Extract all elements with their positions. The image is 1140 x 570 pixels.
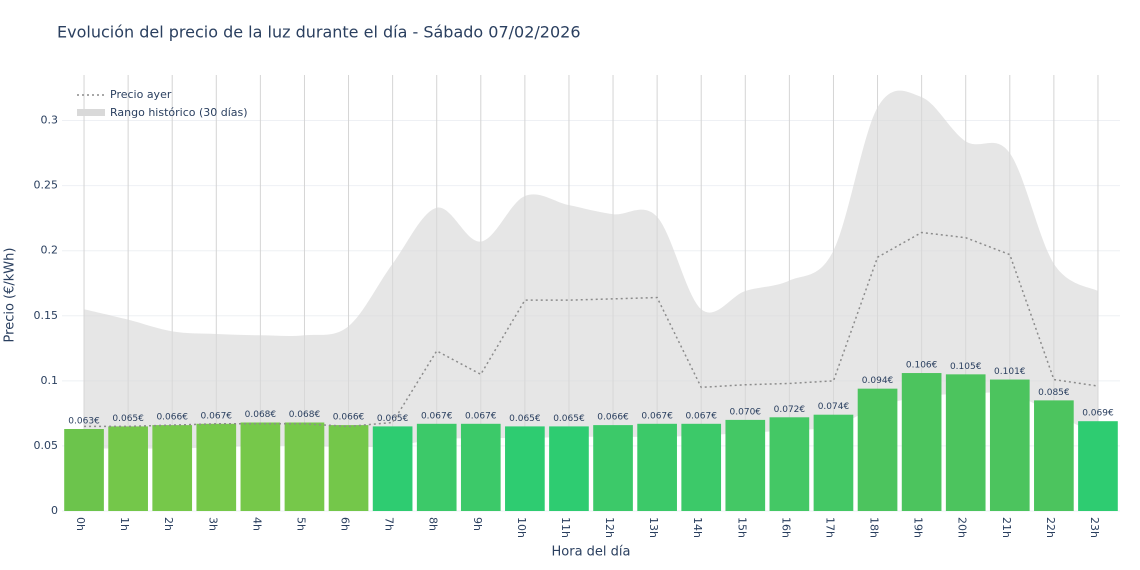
x-tick-label: 15h <box>735 517 748 538</box>
x-tick-label: 14h <box>691 517 704 538</box>
x-tick-label: 6h <box>339 517 352 531</box>
x-tick-label: 22h <box>1044 517 1057 538</box>
x-tick-label: 3h <box>206 517 219 531</box>
x-tick-label: 5h <box>294 517 307 531</box>
bar <box>593 425 633 511</box>
bar <box>416 423 457 511</box>
bar-label: 0.066€ <box>333 413 365 423</box>
bar <box>1034 400 1074 511</box>
x-tick-label: 7h <box>383 517 396 531</box>
bar <box>813 414 854 511</box>
legend-swatch <box>77 109 105 116</box>
x-tick-label: 9h <box>471 517 484 531</box>
x-tick-label: 21h <box>1000 517 1013 538</box>
bar <box>945 374 986 511</box>
bar-label: 0.069€ <box>1082 409 1114 419</box>
y-tick-label: 0.15 <box>34 309 59 322</box>
legend-label: Rango histórico (30 días) <box>110 106 248 119</box>
y-tick-label: 0.25 <box>34 179 59 192</box>
bar-label: 0.067€ <box>201 411 233 421</box>
bar-label: 0.072€ <box>774 405 806 415</box>
bar-label: 0.067€ <box>465 411 497 421</box>
bar-label: 0.067€ <box>421 411 453 421</box>
legend-label: Precio ayer <box>110 88 172 101</box>
bar-label: 0.066€ <box>597 413 629 423</box>
bar-label: 0.068€ <box>245 410 277 420</box>
y-axis-title: Precio (€/kWh) <box>3 248 18 343</box>
bar-label: 0.106€ <box>906 361 938 371</box>
bar-label: 0.067€ <box>641 411 673 421</box>
bar-label: 0.070€ <box>730 407 762 417</box>
bar <box>637 423 677 511</box>
bar-label: 0.065€ <box>509 414 541 424</box>
bar-label: 0.094€ <box>862 376 894 386</box>
yesterday-line <box>84 231 1099 428</box>
x-tick-label: 12h <box>603 517 616 538</box>
x-tick-label: 10h <box>515 517 528 538</box>
bar-label: 0.065€ <box>553 414 585 424</box>
x-tick-label: 8h <box>427 517 440 531</box>
x-tick-label: 19h <box>912 517 925 538</box>
bar <box>196 423 237 511</box>
bar <box>460 423 501 511</box>
bar <box>769 417 810 511</box>
x-tick-label: 23h <box>1088 517 1101 538</box>
bar-label: 0.074€ <box>818 402 850 412</box>
bar-label: 0.063€ <box>68 417 100 427</box>
bar-label: 0.105€ <box>950 362 982 372</box>
bar-label: 0.065€ <box>377 414 409 424</box>
bar-label: 0.068€ <box>289 410 321 420</box>
y-tick-label: 0.05 <box>34 439 59 452</box>
bar <box>240 422 281 511</box>
x-tick-label: 18h <box>868 517 881 538</box>
bar <box>328 425 369 511</box>
bar-label: 0.085€ <box>1038 388 1070 398</box>
bar <box>284 422 325 511</box>
bar <box>901 373 942 511</box>
y-tick-label: 0 <box>51 504 58 517</box>
bar <box>681 423 722 511</box>
bar <box>989 379 1030 511</box>
bar-label: 0.101€ <box>994 367 1026 377</box>
bar <box>505 426 545 511</box>
bar <box>152 425 193 511</box>
chart-title: Evolución del precio de la luz durante e… <box>57 23 581 42</box>
bar <box>549 426 589 511</box>
y-tick-label: 0.2 <box>41 244 59 257</box>
bar-label: 0.065€ <box>112 414 144 424</box>
bar <box>372 426 413 511</box>
bar <box>1078 421 1118 511</box>
bar-label: 0.066€ <box>156 413 188 423</box>
y-tick-label: 0.3 <box>41 114 59 127</box>
bar <box>857 388 898 511</box>
bar <box>725 419 766 511</box>
y-tick-label: 0.1 <box>41 374 59 387</box>
x-tick-label: 11h <box>559 517 572 538</box>
x-axis-title: Hora del día <box>552 545 631 560</box>
bar <box>64 429 104 511</box>
x-tick-label: 13h <box>647 517 660 538</box>
x-tick-label: 2h <box>162 517 175 531</box>
historic-range <box>84 90 1098 449</box>
bar-label: 0.067€ <box>685 411 717 421</box>
x-tick-label: 20h <box>956 517 969 538</box>
x-tick-label: 17h <box>823 517 836 538</box>
bar <box>108 426 148 511</box>
x-tick-label: 0h <box>74 517 87 531</box>
x-tick-label: 16h <box>779 517 792 538</box>
x-tick-label: 1h <box>118 517 131 531</box>
x-tick-label: 4h <box>250 517 263 531</box>
